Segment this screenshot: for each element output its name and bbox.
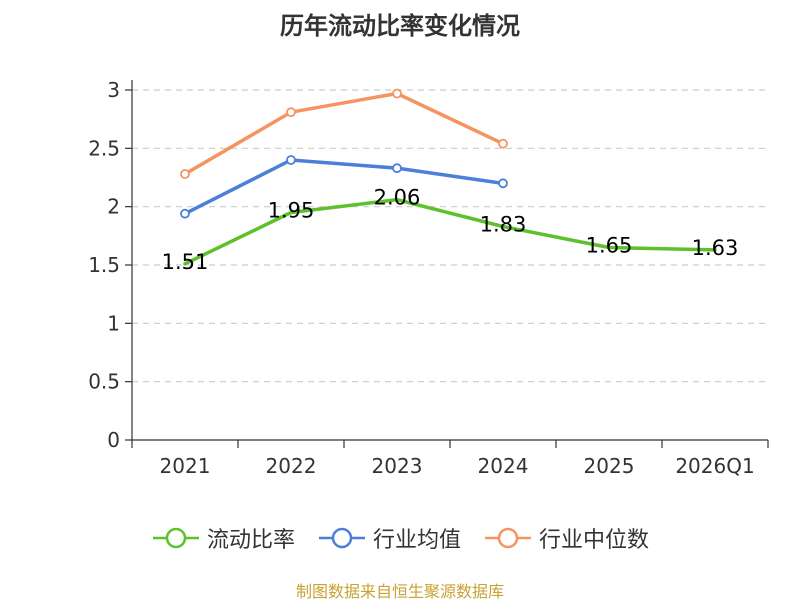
chart-title: 历年流动比率变化情况 [280,12,520,40]
y-tick-label-3: 1.5 [88,253,120,277]
legend-marker-icon [152,527,199,549]
series-line-0 [183,197,717,266]
legend-label-2: 行业中位数 [539,528,650,553]
y-tick-label-4: 2 [107,195,120,219]
y-tick-label-5: 2.5 [88,136,120,160]
x-tick-label-2: 2023 [372,454,423,478]
series-2-point-2 [392,88,402,99]
series-2-point-3 [498,138,508,149]
y-tick-label-2: 1 [107,311,120,335]
legend-item-0[interactable]: 流动比率 [151,522,295,554]
x-tick-label-0: 2021 [160,454,211,478]
series-0-label-0: 1.51 [162,250,209,274]
y-tick-label-1: 0.5 [88,370,120,394]
legend-marker-circle [497,527,519,549]
x-tick-label-4: 2025 [584,454,635,478]
x-tick-label-1: 2022 [266,454,317,478]
legend-marker-circle [331,527,353,549]
series-1-point-1 [286,155,296,165]
legend-label-1: 行业均值 [372,528,461,553]
series-0-label-2: 2.06 [374,186,421,210]
series-1-point-0 [180,208,190,219]
series-0-label-3: 1.83 [480,213,527,237]
series-1-point-3 [498,178,508,189]
series-0-label-1: 1.95 [268,199,315,223]
legend-item-2[interactable]: 行业中位数 [483,522,649,554]
source-note: 制图数据来自恒生聚源数据库 [295,582,504,601]
x-tick-label-3: 2024 [478,454,529,478]
series-line-1 [183,158,505,216]
series-line-2 [183,91,505,176]
series-0-label-4: 1.65 [586,234,633,258]
legend-marker-icon [485,527,531,549]
x-tick-label-5: 2026Q1 [675,454,754,478]
series-2-point-1 [286,107,296,118]
legend-marker-circle [165,527,187,549]
legend: 流动比率 行业均值 行业中位数 [0,520,800,556]
legend-label-0: 流动比率 [206,528,295,553]
legend-item-1[interactable]: 行业均值 [317,522,461,554]
y-tick-label-6: 3 [107,78,120,102]
legend-marker-icon [318,527,365,549]
y-tick-label-0: 0 [107,428,120,452]
series-0-label-5: 1.63 [692,236,739,260]
series-2-point-0 [180,169,190,179]
series-1-point-2 [392,163,402,174]
